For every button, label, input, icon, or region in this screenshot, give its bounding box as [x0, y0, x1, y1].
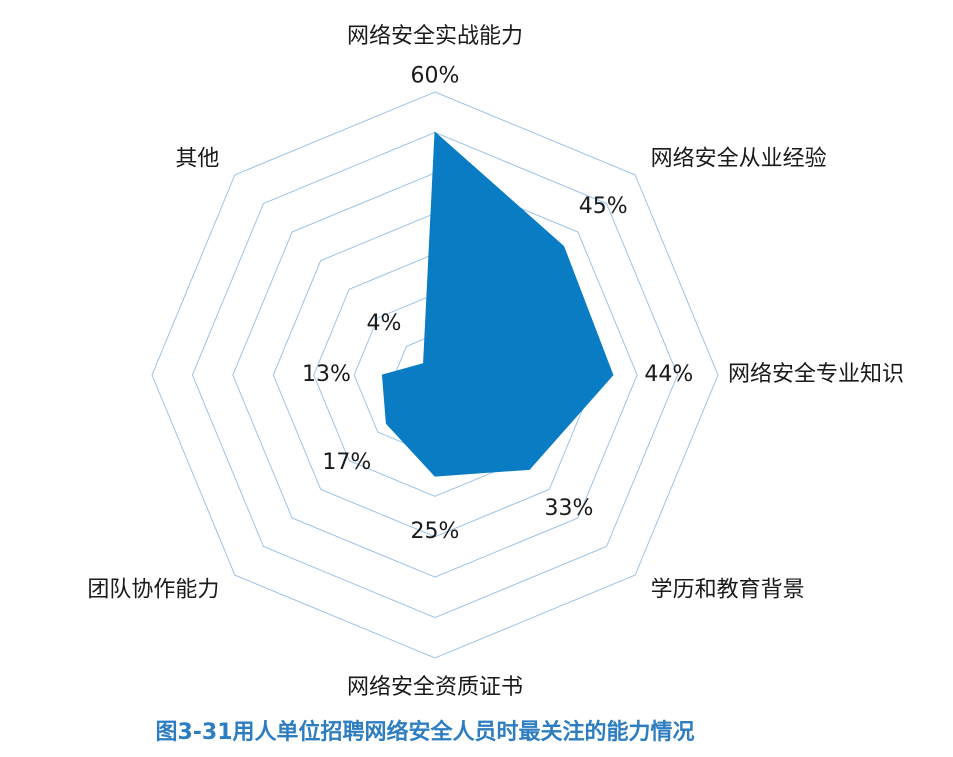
category-label: 网络安全实战能力: [347, 24, 523, 49]
category-label: 学历和教育背景: [651, 578, 805, 603]
value-label: 13%: [302, 362, 351, 387]
value-label: 33%: [544, 496, 593, 521]
value-label: 17%: [322, 450, 371, 475]
category-label: 其他: [175, 146, 219, 171]
grid-ring: [151, 91, 719, 659]
radar-area: [381, 131, 614, 477]
value-label: 45%: [579, 194, 628, 219]
category-label: 网络安全从业经验: [651, 146, 827, 171]
caption: 图3-31用人单位招聘网络安全人员时最关注的能力情况: [155, 719, 694, 745]
category-label: 网络安全专业知识: [728, 362, 904, 387]
value-label: 25%: [411, 519, 460, 544]
grid-ring: [232, 172, 638, 578]
value-label: 44%: [644, 362, 693, 387]
category-label: 团队协作能力: [87, 578, 219, 603]
grid-ring: [191, 131, 679, 619]
value-label: 60%: [411, 63, 460, 88]
category-label: 网络安全资质证书: [347, 675, 523, 700]
value-label: 4%: [367, 311, 402, 336]
